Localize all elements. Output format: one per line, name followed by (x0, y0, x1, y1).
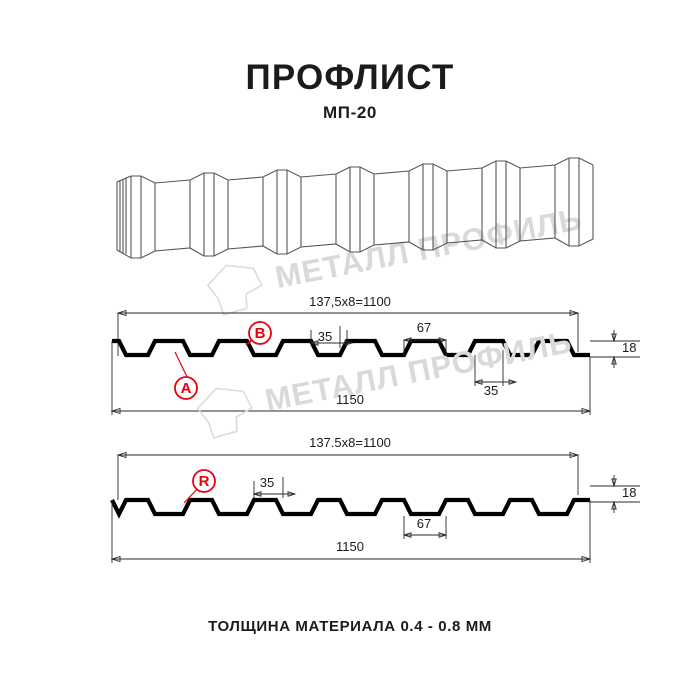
watermark-upper: МЕТАЛЛ ПРОФИЛЬ (206, 201, 585, 316)
dim-slope-top-lower: 35 (484, 383, 498, 398)
callout-a-label: A (181, 380, 192, 397)
product-model-subtitle: МП-20 (323, 103, 377, 122)
watermark-label-2: МЕТАЛЛ ПРОФИЛЬ (262, 324, 575, 418)
dim-working-width-top: 137,5x8=1100 (309, 294, 391, 309)
dim-rib-top-width-bottom: 67 (417, 516, 431, 531)
callout-r-label: R (199, 473, 210, 490)
watermark-label: МЕТАЛЛ ПРОФИЛЬ (272, 201, 585, 295)
dim-slope-top-upper: 35 (318, 329, 332, 344)
dim-slope-bottom: 35 (260, 475, 274, 490)
dim-rib-top-width-top: 67 (417, 320, 431, 335)
callout-a: A (174, 351, 198, 400)
material-thickness-note: ТОЛЩИНА МАТЕРИАЛА 0.4 - 0.8 ММ (208, 618, 492, 635)
dim-profile-height-top: 18 (622, 340, 636, 355)
watermark-logo-icon (206, 264, 263, 316)
profile-outline-bottom (110, 497, 590, 519)
profile-drawing-bottom: 137.5x8=1100 35 67 18 (110, 435, 640, 563)
profile-drawing-top: 137,5x8=1100 35 67 35 (110, 294, 640, 415)
dim-overall-width-bottom: 1150 (336, 539, 364, 554)
isometric-profile-view (116, 157, 594, 259)
dim-overall-width-top: 1150 (336, 392, 364, 407)
watermark-logo-icon-2 (196, 387, 253, 439)
page-title: ПРОФЛИСТ (245, 58, 455, 97)
dim-working-width-bottom: 137.5x8=1100 (309, 435, 391, 450)
callout-r: R (183, 469, 216, 504)
profile-outline-top (112, 338, 590, 358)
callout-b-label: B (255, 325, 266, 342)
dim-profile-height-bottom: 18 (622, 485, 636, 500)
callout-b: B (245, 321, 272, 346)
